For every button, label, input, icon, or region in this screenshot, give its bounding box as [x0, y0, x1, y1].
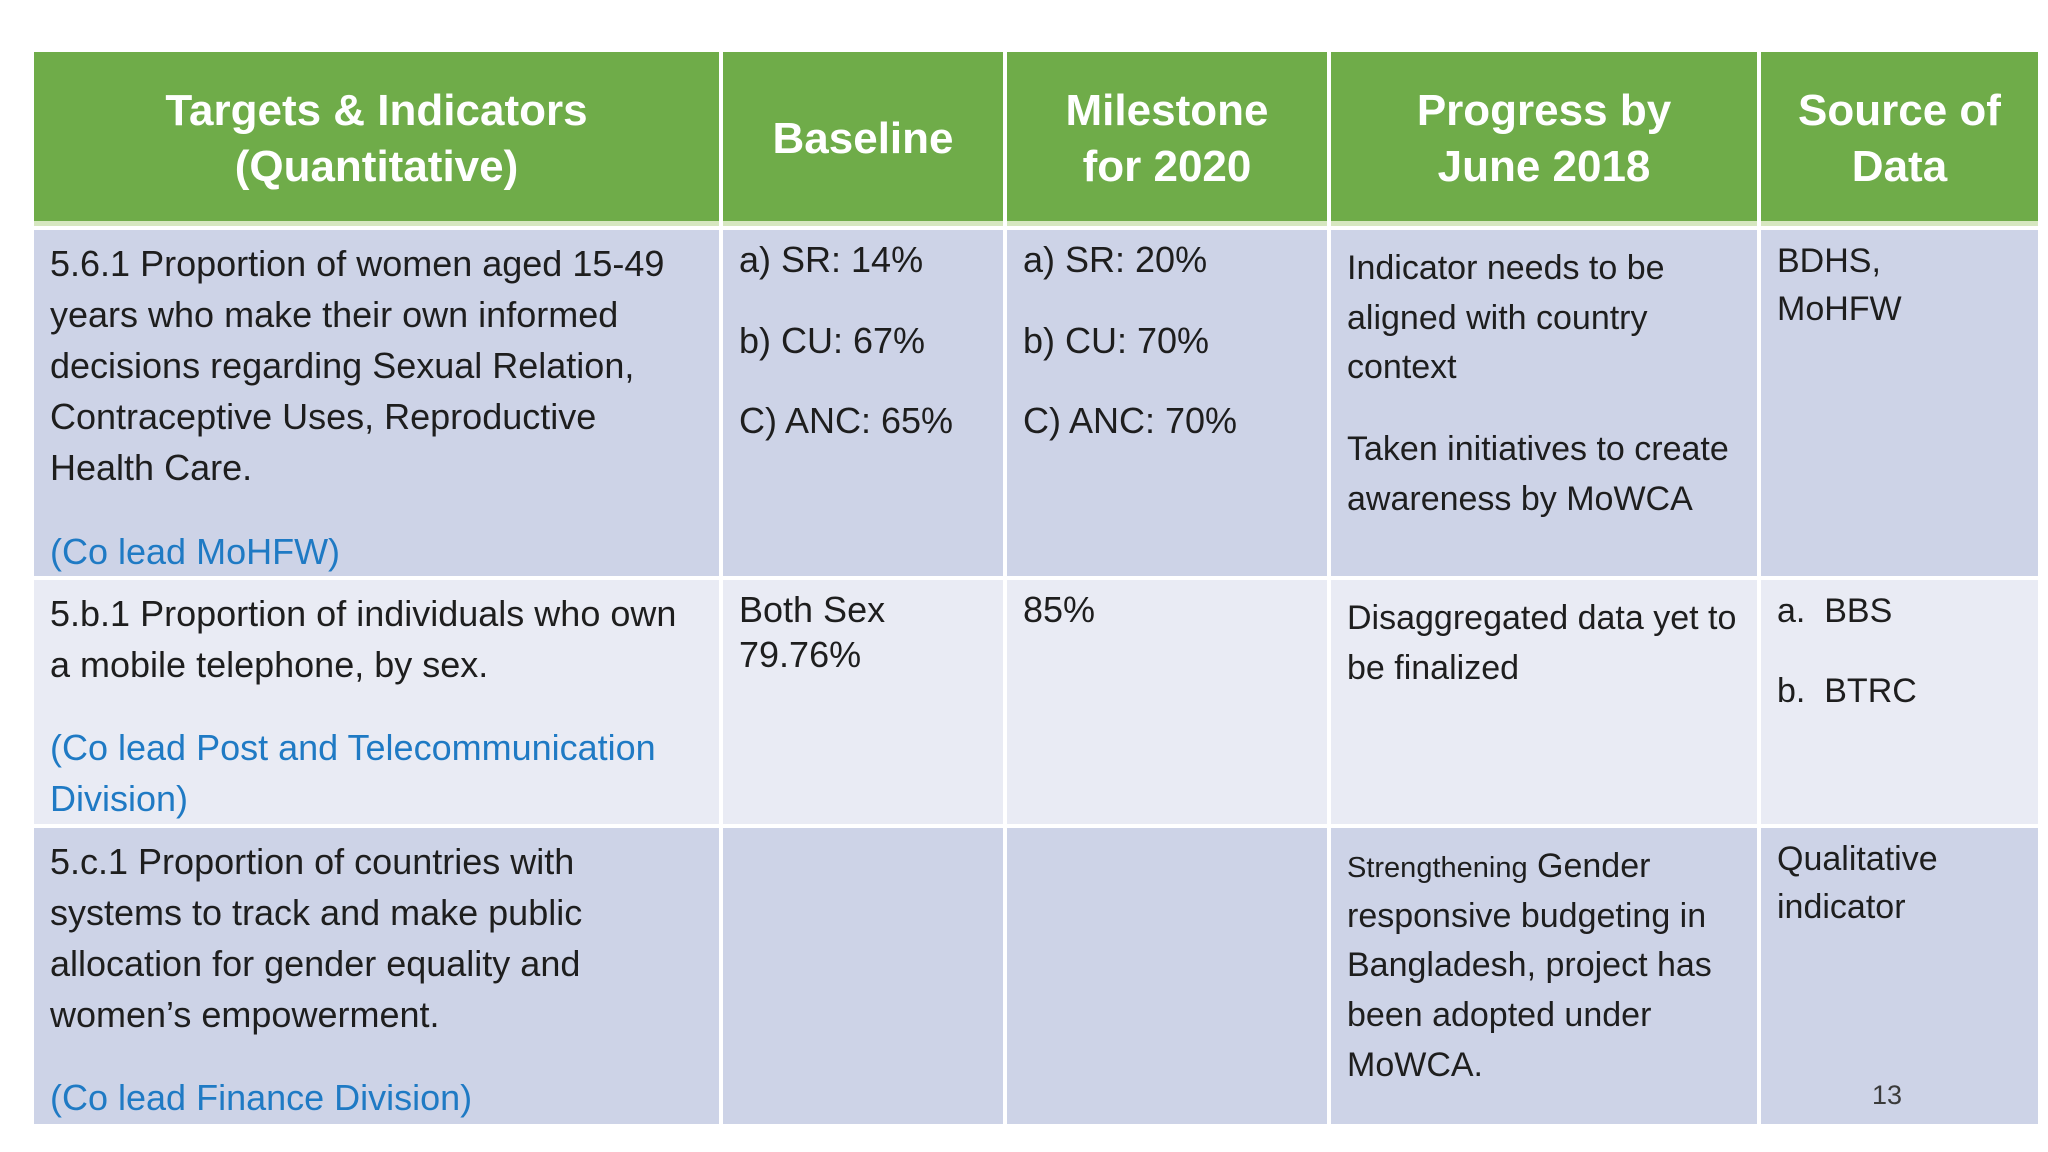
indicator-text-5-c-1: 5.c.1 Proportion of countries with syste…: [50, 841, 583, 1036]
cell-r3-milestone-empty: [1007, 828, 1327, 1124]
source-item: b. BTRC: [1777, 671, 1917, 710]
slide-page-number: 13: [1872, 1080, 1903, 1110]
cell-r3-source: Qualitative indicator: [1761, 828, 2038, 1124]
col-header-baseline: Baseline: [723, 52, 1003, 226]
co-lead-post-telecom: (Co lead Post and Telecommunication Divi…: [50, 727, 656, 820]
co-lead-finance-division: (Co lead Finance Division): [50, 1077, 473, 1119]
milestone-item: 85%: [1023, 589, 1096, 630]
progress-paragraph: Strengthening Gender responsive budgetin…: [1347, 842, 1741, 1090]
cell-r3-baseline-empty: [723, 828, 1003, 1124]
milestone-item: C) ANC: 70%: [1023, 400, 1238, 442]
indicator-text-5-b-1: 5.b.1 Proportion of individuals who own …: [50, 593, 677, 686]
progress-word-small: Strengthening: [1347, 852, 1528, 884]
col-header-source-of-data: Source of Data: [1761, 52, 2038, 226]
cell-r1-progress: Indicator needs to be aligned with count…: [1331, 230, 1757, 576]
source-item: a. BBS: [1777, 592, 1893, 630]
progress-paragraph: Taken initiatives to create awareness by…: [1347, 429, 1729, 518]
cell-r2-source: a. BBS b. BTRC: [1761, 580, 2038, 824]
progress-paragraph: Disaggregated data yet to be finalized: [1347, 599, 1737, 687]
col-header-targets-indicators: Targets & Indicators (Quantitative): [34, 52, 719, 226]
cell-r1-source: BDHS, MoHFW: [1761, 230, 2038, 576]
cell-r2-progress: Disaggregated data yet to be finalized: [1331, 580, 1757, 824]
col-header-progress-june-2018: Progress by June 2018: [1331, 52, 1757, 226]
cell-r1-indicator: 5.6.1 Proportion of women aged 15-49 yea…: [34, 230, 719, 576]
col-header-milestone-2020: Milestone for 2020: [1007, 52, 1327, 226]
milestone-item: a) SR: 20%: [1023, 239, 1208, 280]
baseline-item: a) SR: 14%: [739, 239, 924, 280]
indicator-text-5-6-1: 5.6.1 Proportion of women aged 15-49 yea…: [50, 243, 665, 489]
progress-paragraph: Indicator needs to be aligned with count…: [1347, 249, 1665, 387]
baseline-item: C) ANC: 65%: [739, 400, 954, 442]
cell-r2-milestone: 85%: [1007, 580, 1327, 824]
milestone-item: b) CU: 70%: [1023, 319, 1210, 361]
progress-text-rest: Gender responsive budgeting in Banglades…: [1347, 847, 1712, 1084]
cell-r1-milestone: a) SR: 20% b) CU: 70% C) ANC: 70%: [1007, 230, 1327, 576]
cell-r2-baseline: Both Sex 79.76%: [723, 580, 1003, 824]
cell-r3-indicator: 5.c.1 Proportion of countries with syste…: [34, 828, 719, 1124]
cell-r2-indicator: 5.b.1 Proportion of individuals who own …: [34, 580, 719, 824]
indicators-table: Targets & Indicators (Quantitative) Base…: [34, 52, 2038, 1124]
co-lead-mohfw: (Co lead MoHFW): [50, 530, 341, 572]
source-item: Qualitative indicator: [1777, 840, 1938, 926]
cell-r3-progress: Strengthening Gender responsive budgetin…: [1331, 828, 1757, 1124]
baseline-item: b) CU: 67%: [739, 319, 926, 361]
baseline-item: Both Sex 79.76%: [739, 589, 886, 675]
source-item: BDHS, MoHFW: [1777, 242, 1902, 328]
cell-r1-baseline: a) SR: 14% b) CU: 67% C) ANC: 65%: [723, 230, 1003, 576]
